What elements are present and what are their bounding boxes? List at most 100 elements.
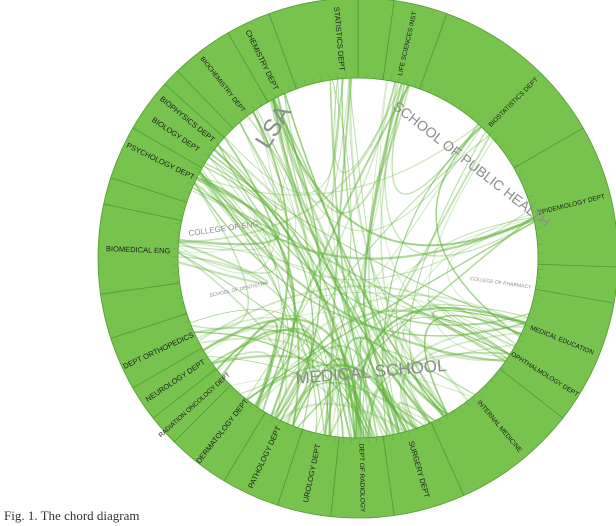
segment-tick — [431, 422, 434, 429]
segment-tick — [242, 398, 247, 404]
segment-divider — [177, 70, 234, 129]
segment-tick — [429, 87, 433, 93]
segment-tick — [296, 82, 299, 89]
segment-divider — [537, 263, 616, 268]
segment-tick — [471, 113, 476, 119]
segment-tick — [251, 105, 255, 111]
department-label: BIOMEDICAL ENG — [106, 244, 171, 255]
segment-tick — [536, 235, 543, 237]
segment-tick — [452, 410, 457, 417]
segment-tick — [406, 78, 409, 85]
chord-link — [329, 80, 389, 437]
chord-link — [178, 109, 277, 274]
segment-divider — [382, 0, 395, 80]
chord-link — [381, 125, 482, 436]
segment-divider — [430, 422, 465, 496]
segment-divider — [110, 177, 187, 203]
chord-link — [358, 307, 527, 439]
chord-link — [177, 182, 277, 274]
chord-link — [194, 331, 371, 438]
chord-link — [194, 182, 527, 337]
segment-tick — [490, 379, 496, 385]
chord-link — [198, 173, 532, 281]
segment-tick — [518, 339, 524, 343]
chord-link — [272, 99, 394, 435]
segment-tick — [464, 108, 469, 114]
segment-tick — [495, 373, 501, 378]
chord-link — [272, 98, 431, 424]
segment-tick — [514, 346, 520, 351]
segment-tick — [527, 194, 534, 198]
segment-tick — [235, 393, 241, 399]
chord-link — [380, 84, 428, 425]
chord-link — [279, 402, 406, 433]
segment-tick — [312, 77, 315, 84]
segment-tick — [483, 124, 488, 130]
chord-link — [199, 172, 326, 435]
segment-tick — [225, 127, 230, 132]
chord-link — [253, 110, 445, 417]
segment-tick — [535, 227, 542, 229]
figure-caption: Fig. 1. The chord diagram — [4, 508, 140, 523]
segment-tick — [477, 118, 482, 124]
segment-tick — [199, 160, 205, 164]
segment-tick — [530, 309, 537, 312]
chord-link — [190, 309, 329, 436]
chord-link — [205, 291, 514, 355]
segment-tick — [174, 289, 181, 291]
segment-divider — [173, 384, 232, 443]
segment-tick — [195, 167, 201, 171]
segment-tick — [517, 171, 523, 175]
chord-link — [402, 325, 525, 429]
segment-divider — [132, 347, 203, 389]
segment-tick — [177, 214, 183, 217]
ring-edge — [97, 0, 616, 519]
segment-tick — [504, 150, 510, 154]
segment-tick — [532, 301, 539, 304]
segment-tick — [500, 367, 506, 372]
segment-tick — [532, 210, 539, 213]
segment-tick — [390, 75, 392, 81]
ring-segment-dividers — [97, 0, 616, 519]
chord-link — [397, 402, 436, 429]
segment-divider — [513, 127, 584, 169]
chord-link — [217, 144, 530, 326]
chord-link — [277, 96, 313, 425]
segment-tick — [285, 423, 289, 430]
segment-tick — [198, 349, 204, 354]
segment-tick — [301, 429, 304, 436]
segment-tick — [317, 433, 320, 440]
segment-tick — [438, 418, 442, 425]
chord-link — [217, 315, 331, 436]
chord-link — [224, 79, 340, 194]
segment-tick — [392, 434, 394, 441]
chord-link — [276, 345, 396, 435]
segment-tick — [510, 353, 516, 358]
chord-link — [246, 221, 535, 401]
segment-tick — [212, 370, 218, 375]
segment-tick — [382, 73, 384, 80]
segment-tick — [244, 110, 249, 116]
segment-tick — [179, 206, 186, 209]
segment-tick — [334, 436, 336, 443]
segment-tick — [421, 84, 425, 90]
segment-tick — [445, 415, 449, 421]
chord-link — [409, 130, 487, 417]
chord-link — [216, 144, 448, 416]
segment-tick — [190, 335, 196, 339]
segment-tick — [398, 76, 401, 83]
chord-link — [364, 352, 511, 438]
chord-link — [199, 171, 318, 434]
segment-tick — [187, 182, 194, 186]
segment-tick — [524, 186, 531, 190]
segment-tick — [320, 75, 323, 82]
segment-tick — [525, 324, 531, 328]
segment-tick — [249, 403, 253, 409]
segment-tick — [207, 363, 213, 368]
segment-tick — [534, 293, 541, 295]
segment-tick — [191, 175, 197, 179]
segment-divider — [419, 13, 448, 89]
chord-link — [395, 216, 534, 417]
chord-link — [273, 98, 322, 419]
chord-link — [349, 78, 508, 361]
